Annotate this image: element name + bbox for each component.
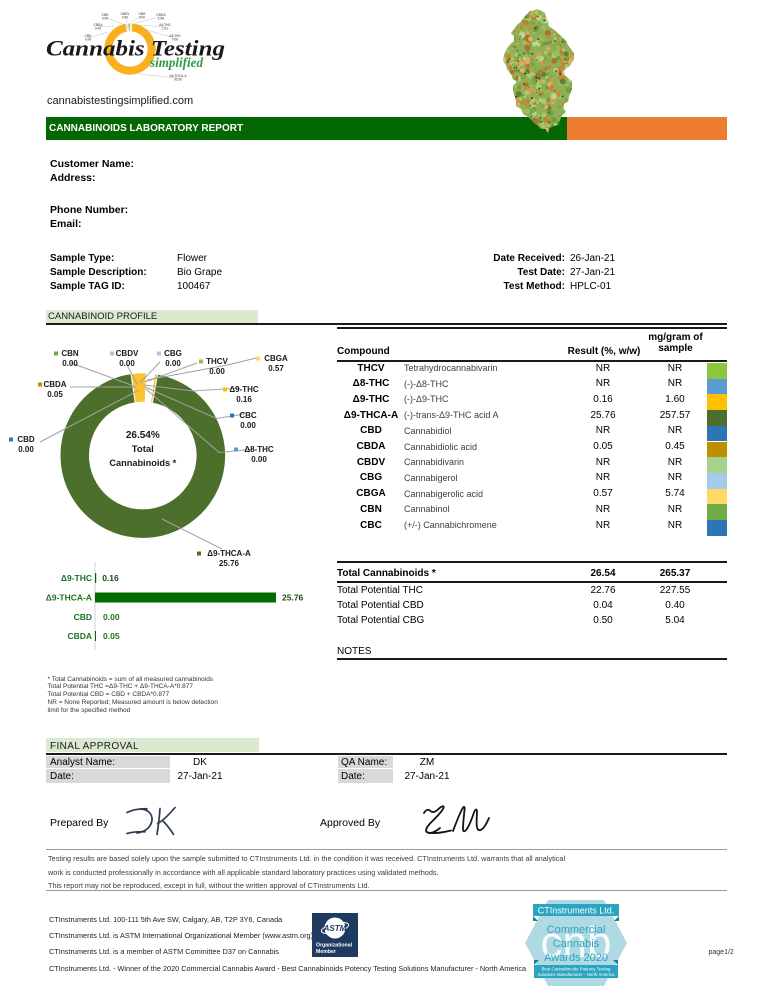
svg-text:Cannabis Testing: Cannabis Testing	[46, 36, 225, 61]
svg-text:ASTM: ASTM	[323, 924, 347, 933]
svg-text:1.06: 1.06	[158, 16, 164, 20]
svg-text:0.00: 0.00	[103, 612, 120, 622]
svg-text:0.00: 0.00	[240, 421, 256, 430]
svg-text:Total: Total	[132, 444, 154, 455]
svg-text:0.00: 0.00	[18, 445, 34, 454]
svg-text:0.00: 0.00	[165, 359, 181, 368]
svg-text:Solutions Manufacturer - North: Solutions Manufacturer - North America	[538, 972, 615, 977]
svg-text:0.16: 0.16	[236, 395, 252, 404]
svg-text:CBG: CBG	[164, 349, 182, 358]
svg-text:0.05: 0.05	[47, 390, 63, 399]
svg-text:Member: Member	[316, 949, 336, 955]
svg-text:0.06: 0.06	[95, 26, 101, 30]
svg-text:Δ8-THC: Δ8-THC	[169, 34, 181, 38]
svg-text:0.00: 0.00	[122, 15, 128, 19]
svg-text:Δ8-THC: Δ8-THC	[244, 445, 274, 454]
svg-text:0.06: 0.06	[172, 37, 178, 41]
svg-text:CBGA: CBGA	[156, 13, 166, 17]
svg-text:0.00: 0.00	[139, 15, 145, 19]
svg-text:CBDV: CBDV	[116, 349, 139, 358]
svg-text:CBDV: CBDV	[120, 12, 130, 16]
svg-text:0.57: 0.57	[268, 364, 284, 373]
svg-text:simplified: simplified	[149, 55, 203, 70]
svg-text:25.76: 25.76	[282, 593, 304, 603]
svg-text:0.05: 0.05	[103, 631, 120, 641]
svg-text:CTInstruments Ltd.: CTInstruments Ltd.	[538, 906, 615, 916]
svg-text:Cannabis: Cannabis	[553, 938, 600, 950]
svg-text:CBC: CBC	[239, 411, 257, 420]
svg-text:CBDA: CBDA	[93, 23, 103, 27]
svg-text:THCV: THCV	[206, 357, 228, 366]
svg-text:CBD: CBD	[74, 612, 92, 622]
svg-text:CBDA: CBDA	[67, 631, 92, 641]
svg-text:CBGA: CBGA	[264, 354, 288, 363]
svg-text:Best Cannabinoids Potency Test: Best Cannabinoids Potency Testing	[542, 967, 612, 972]
svg-text:Δ9-THC: Δ9-THC	[229, 385, 259, 394]
svg-text:0.00: 0.00	[251, 455, 267, 464]
svg-text:CBG: CBG	[138, 12, 146, 16]
svg-text:Commercial: Commercial	[547, 924, 606, 936]
svg-text:Awards 2020: Awards 2020	[544, 952, 608, 964]
svg-text:cnb: cnb	[541, 918, 612, 967]
svg-text:93.58: 93.58	[174, 77, 182, 81]
svg-text:CBN: CBN	[102, 13, 110, 17]
svg-text:25.76: 25.76	[219, 559, 240, 568]
svg-text:Δ9-THCA-A: Δ9-THCA-A	[46, 593, 92, 603]
svg-text:Δ9-THCA-A: Δ9-THCA-A	[169, 74, 187, 78]
svg-text:0.00: 0.00	[209, 367, 225, 376]
svg-text:1.91: 1.91	[162, 26, 168, 30]
svg-text:0.16: 0.16	[102, 573, 119, 583]
svg-text:Δ9-THC: Δ9-THC	[159, 23, 171, 27]
svg-text:CBD: CBD	[85, 34, 93, 38]
svg-text:26.54%: 26.54%	[126, 430, 160, 441]
svg-text:Δ9-THC: Δ9-THC	[61, 573, 92, 583]
svg-text:0.00: 0.00	[119, 359, 135, 368]
svg-text:Δ9-THCA-A: Δ9-THCA-A	[207, 549, 251, 558]
svg-text:Cannabinoids *: Cannabinoids *	[109, 458, 176, 468]
svg-text:CBDA: CBDA	[43, 380, 66, 389]
svg-text:0.00: 0.00	[102, 16, 108, 20]
svg-text:CBD: CBD	[17, 435, 35, 444]
svg-text:CBN: CBN	[61, 349, 79, 358]
svg-text:Organizational: Organizational	[316, 943, 353, 949]
svg-text:0.00: 0.00	[62, 359, 78, 368]
svg-text:0.06: 0.06	[85, 37, 91, 41]
